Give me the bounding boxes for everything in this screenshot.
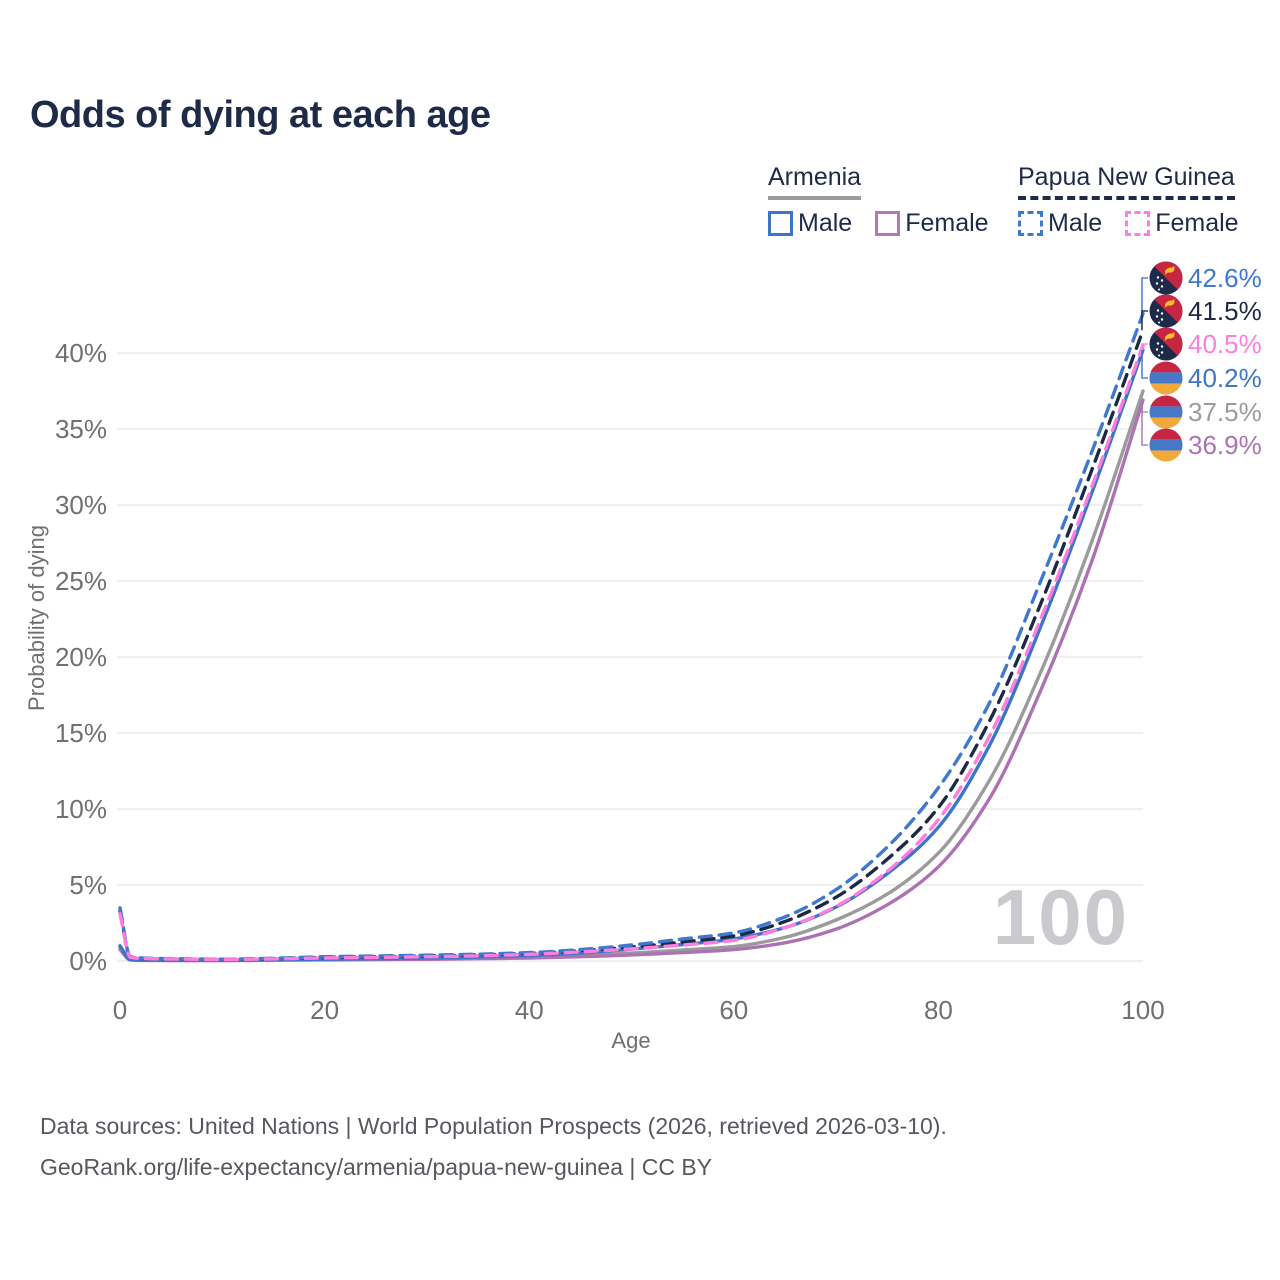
end-label-value: 40.5%: [1188, 329, 1262, 359]
y-tick-label: 0%: [69, 946, 107, 976]
papua-new-guinea-flag-icon: [1149, 294, 1183, 328]
leader-line-0: [1141, 277, 1148, 314]
legend-country-papua-new-guinea[interactable]: Papua New Guinea: [1018, 163, 1235, 200]
leader-line-1: [1141, 310, 1148, 331]
data-source-line: Data sources: United Nations | World Pop…: [40, 1113, 947, 1139]
x-tick-label: 20: [310, 995, 339, 1025]
y-tick-label: 25%: [55, 566, 107, 596]
y-tick-label: 5%: [69, 870, 107, 900]
y-tick-label: 15%: [55, 718, 107, 748]
y-tick-label: 20%: [55, 642, 107, 672]
legend-group-papua-new-guinea: Papua New Guinea Male Female: [1018, 163, 1239, 238]
armenia-flag-icon: [1149, 428, 1183, 462]
armenia-male-swatch: [768, 211, 793, 236]
end-label-armenia-both: 37.5%: [1149, 395, 1262, 429]
footer: Data sources: United Nations | World Pop…: [40, 1106, 947, 1188]
age-cursor-watermark: 100: [993, 873, 1129, 961]
page-title: Odds of dying at each age: [30, 94, 491, 136]
leader-line-2: [1141, 343, 1148, 346]
png-male-swatch: [1018, 211, 1043, 236]
attribution-line: GeoRank.org/life-expectancy/armenia/papu…: [40, 1154, 713, 1180]
legend-item-armenia-male[interactable]: Male: [768, 209, 852, 238]
legend-item-armenia-female[interactable]: Female: [875, 209, 989, 238]
y-tick-label: 30%: [55, 490, 107, 520]
legend-item-png-female[interactable]: Female: [1125, 209, 1239, 238]
end-label-png-female: 40.5%: [1149, 327, 1262, 361]
x-tick-label: 100: [1121, 995, 1164, 1025]
legend-country-armenia[interactable]: Armenia: [768, 163, 862, 200]
end-label-armenia-female: 36.9%: [1149, 428, 1262, 462]
x-axis-title: Age: [611, 1028, 650, 1053]
x-tick-label: 0: [113, 995, 127, 1025]
y-tick-label: 10%: [55, 794, 107, 824]
papua-new-guinea-flag-icon: [1149, 327, 1183, 361]
legend-label: Female: [905, 209, 989, 237]
end-label-png-both: 41.5%: [1149, 294, 1262, 328]
armenia-female-swatch: [875, 211, 901, 236]
armenia-flag-icon: [1149, 361, 1183, 395]
series-line-5: [118, 398, 1145, 963]
y-tick-label: 35%: [55, 414, 107, 444]
series-line-2: [118, 343, 1145, 962]
png-female-swatch: [1125, 211, 1151, 236]
x-tick-label: 40: [515, 995, 544, 1025]
legend-label: Male: [1048, 209, 1103, 237]
legend-label: Male: [798, 209, 853, 237]
series-line-3: [118, 348, 1145, 962]
axis-ticks: 0% 5% 10% 15% 20% 25% 30% 35% 40% 0 20 40 60 80 100: [55, 338, 1165, 1025]
series-line-4: [118, 389, 1145, 963]
end-label-value: 41.5%: [1188, 296, 1262, 326]
end-label-armenia-male: 40.2%: [1149, 361, 1262, 395]
end-label-value: 42.6%: [1188, 263, 1262, 293]
legend-item-png-male[interactable]: Male: [1018, 209, 1102, 238]
series-line-0: [118, 311, 1145, 961]
y-tick-label: 40%: [55, 338, 107, 368]
gridlines: [117, 352, 1143, 962]
end-label-value: 40.2%: [1188, 363, 1262, 393]
end-label-value: 37.5%: [1188, 397, 1262, 427]
end-label-png-male: 42.6%: [1149, 261, 1262, 295]
series-curves: [118, 311, 1145, 963]
label-connectors: [1141, 277, 1148, 446]
x-tick-label: 80: [924, 995, 953, 1025]
x-tick-label: 60: [719, 995, 748, 1025]
series-line-1: [118, 328, 1145, 962]
leader-line-5: [1141, 400, 1148, 446]
legend-group-armenia: Armenia Male Female: [768, 163, 989, 238]
papua-new-guinea-flag-icon: [1149, 261, 1183, 295]
armenia-flag-icon: [1149, 395, 1183, 429]
leader-line-3: [1141, 350, 1148, 379]
legend-label: Female: [1155, 209, 1239, 237]
y-axis-title: Probability of dying: [24, 525, 49, 711]
end-label-value: 36.9%: [1188, 430, 1262, 460]
